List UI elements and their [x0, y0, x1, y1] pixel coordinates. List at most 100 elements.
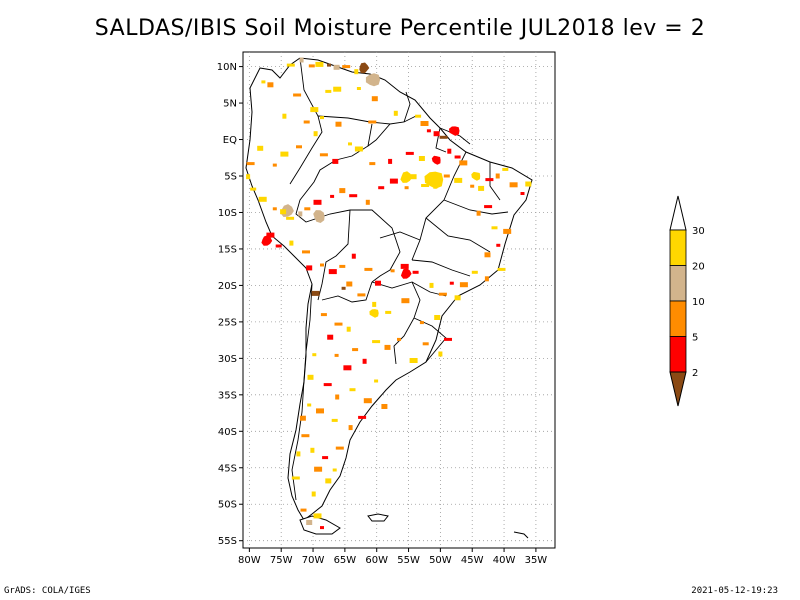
y-tick-label: 40S — [218, 427, 237, 438]
anomaly-patch — [471, 171, 481, 181]
anomaly-cell — [349, 194, 358, 198]
anomaly-patch — [359, 62, 370, 74]
anomaly-cell — [311, 290, 320, 296]
anomaly-cell — [308, 64, 315, 68]
anomaly-cell — [388, 158, 393, 164]
anomaly-cell — [342, 65, 351, 69]
anomaly-cell — [320, 263, 324, 267]
anomaly-cell — [313, 513, 322, 519]
anomaly-cell — [368, 120, 377, 124]
anomaly-cell — [272, 207, 277, 211]
anomaly-cell — [246, 174, 251, 180]
colorbar-bin — [669, 336, 687, 373]
x-tick-label: 45W — [461, 555, 484, 566]
anomaly-cell — [304, 207, 311, 211]
x-tick-label: 65W — [334, 555, 357, 566]
anomaly-cell — [286, 216, 295, 220]
map-title: SALDAS/IBIS Soil Moisture Percentile JUL… — [94, 16, 706, 41]
anomaly-cell — [303, 120, 310, 124]
anomaly-cell — [307, 403, 312, 407]
colorbar-label: 10 — [692, 297, 705, 308]
anomaly-cell — [289, 240, 294, 246]
anomaly-cell — [331, 418, 338, 422]
anomaly-cell — [434, 315, 441, 320]
x-tick-label: 40W — [493, 555, 516, 566]
anomaly-cell — [438, 351, 443, 357]
anomaly-cell — [315, 61, 324, 67]
anomaly-patch — [400, 171, 413, 183]
anomaly-patches — [246, 57, 532, 530]
anomaly-cell — [478, 185, 485, 191]
anomaly-cell — [409, 358, 418, 363]
anomaly-cell — [332, 158, 339, 164]
y-tick-label: 55S — [218, 536, 237, 547]
anomaly-cell — [272, 163, 277, 167]
y-tick-label: 50S — [218, 500, 237, 511]
anomaly-cell — [365, 199, 370, 205]
anomaly-cell — [316, 408, 324, 414]
anomaly-cell — [384, 344, 391, 350]
anomaly-cell — [300, 508, 307, 512]
x-tick-label: 60W — [365, 555, 388, 566]
anomaly-cell — [419, 321, 424, 325]
anomaly-cell — [433, 183, 438, 189]
x-tick-label: 80W — [238, 555, 261, 566]
anomaly-cell — [390, 269, 395, 273]
anomaly-cell — [335, 121, 342, 127]
anomaly-cell — [348, 142, 352, 146]
y-tick-label: 10S — [218, 208, 237, 219]
anomaly-cell — [257, 145, 264, 151]
anomaly-cell — [525, 181, 532, 187]
anomaly-cell — [312, 353, 317, 357]
anomaly-cell — [381, 404, 388, 409]
anomaly-cell — [357, 293, 366, 297]
anomaly-cell — [261, 80, 266, 84]
anomaly-cell — [502, 167, 509, 171]
y-tick-label: 45S — [218, 463, 237, 474]
x-tick-label: 70W — [302, 555, 325, 566]
anomaly-cell — [280, 151, 289, 157]
anomaly-cell — [314, 466, 323, 472]
anomaly-cell — [280, 209, 287, 215]
x-tick-label: 35W — [525, 555, 548, 566]
anomaly-cell — [332, 468, 337, 472]
anomaly-cell — [363, 398, 372, 404]
anomaly-cell — [420, 121, 429, 126]
y-tick-label: 15S — [218, 244, 237, 255]
anomaly-cell — [433, 131, 440, 137]
anomaly-cell — [495, 173, 500, 179]
anomaly-cell — [372, 340, 381, 344]
y-tick-label: 25S — [218, 317, 237, 328]
y-tick-label: 5N — [223, 99, 237, 110]
anomaly-cell — [282, 113, 287, 119]
anomaly-cell — [400, 263, 409, 269]
colorbar: 30 20 10 5 2 — [669, 195, 705, 407]
anomaly-cell — [298, 211, 303, 217]
anomaly-cell — [454, 295, 461, 301]
anomaly-cell — [246, 162, 255, 166]
anomaly-cell — [470, 184, 475, 188]
anomaly-cell — [306, 265, 313, 271]
anomaly-cell — [429, 282, 434, 288]
anomaly-cell — [341, 286, 346, 290]
anomaly-cell — [310, 107, 319, 113]
anomaly-cell — [330, 194, 335, 198]
anomaly-cell — [484, 205, 493, 209]
anomaly-cell — [369, 162, 376, 166]
anomaly-cell — [484, 276, 489, 282]
anomaly-cell — [352, 348, 359, 352]
anomaly-cell — [503, 228, 512, 234]
colorbar-label: 20 — [692, 262, 705, 273]
x-tick-label: 50W — [429, 555, 452, 566]
colorbar-low-triangle — [669, 371, 687, 407]
anomaly-cell — [418, 156, 425, 161]
anomaly-cell — [449, 281, 454, 285]
anomaly-cell — [293, 93, 302, 97]
anomaly-cell — [323, 383, 332, 387]
colorbar-label: 5 — [692, 333, 698, 344]
anomaly-cell — [349, 388, 356, 392]
anomaly-cell — [426, 129, 431, 133]
anomaly-cell — [484, 252, 491, 258]
anomaly-cell — [412, 270, 419, 274]
anomaly-cell — [385, 310, 392, 314]
